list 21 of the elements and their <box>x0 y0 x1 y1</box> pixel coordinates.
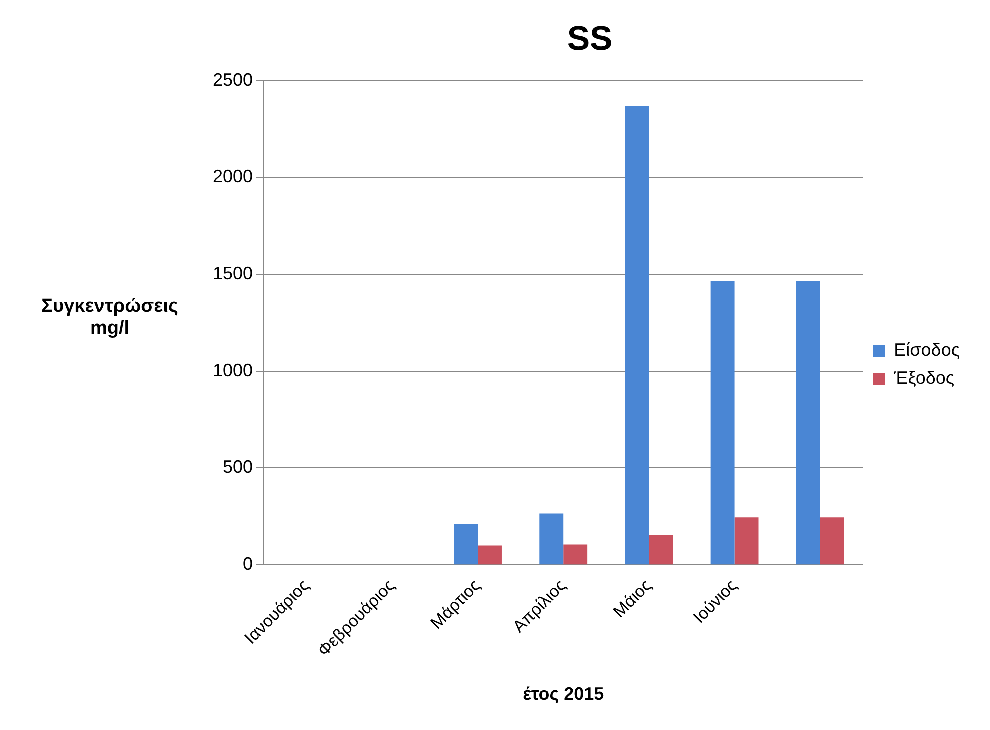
bar <box>454 524 478 565</box>
bar <box>649 535 674 565</box>
legend-label: Έξοδος <box>893 368 955 388</box>
bar <box>540 514 564 565</box>
y-tick-label: 2000 <box>212 166 254 187</box>
y-tick-label: 2500 <box>212 70 254 90</box>
chart-title: SS <box>567 20 613 58</box>
y-tick-label: 500 <box>222 457 254 478</box>
y-tick-label: 1000 <box>212 360 254 380</box>
legend-label: Είσοδος <box>894 340 960 360</box>
bar <box>478 546 502 565</box>
bar <box>625 106 650 565</box>
bar <box>564 544 588 565</box>
x-axis-title: έτος 2015 <box>523 684 604 704</box>
bar <box>734 518 759 565</box>
bar <box>820 518 844 565</box>
bar <box>796 281 820 565</box>
y-axis-title: Συγκεντρώσεις mg/l <box>40 296 180 340</box>
y-tick-label: 0 <box>243 554 254 574</box>
bar <box>710 281 735 565</box>
y-tick-label: 1500 <box>212 263 254 284</box>
